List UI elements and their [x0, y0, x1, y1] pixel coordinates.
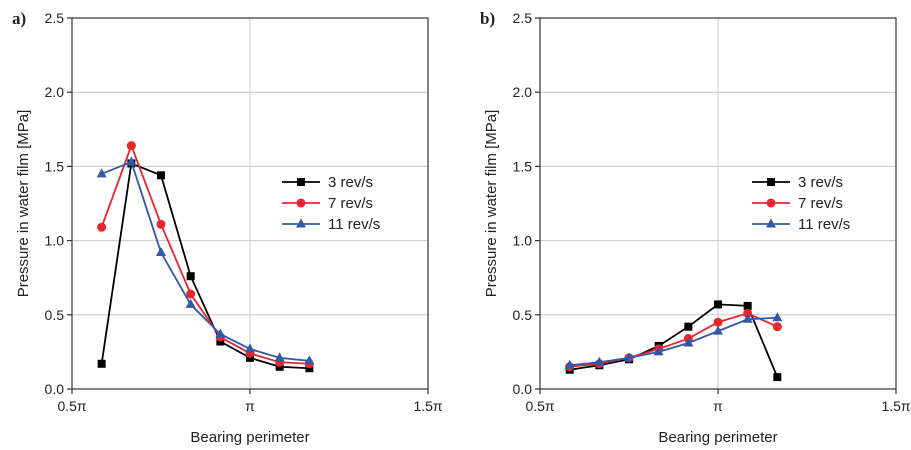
data-point: [304, 355, 315, 365]
legend-marker: [297, 178, 305, 186]
data-point: [185, 298, 196, 308]
data-point: [97, 222, 107, 232]
legend-label: 7 rev/s: [328, 195, 373, 212]
x-axis-title: Bearing perimeter: [658, 429, 777, 446]
chart-panel-b: 0.0 0.5 1.0 1.5 2.0 2.5 0.5π π 1.5π Bearing perim…: [480, 9, 911, 446]
data-point: [743, 308, 753, 318]
series-11-rev-s: [96, 156, 315, 365]
data-point: [157, 171, 165, 180]
data-point: [742, 313, 753, 323]
data-point: [684, 322, 693, 331]
y-axis-title: Pressure in water film [MPa]: [15, 110, 32, 298]
legend-marker: [296, 218, 306, 228]
legend-label: 3 rev/s: [328, 174, 373, 191]
x-tick-label: π: [245, 398, 255, 414]
x-tick-label: π: [713, 398, 723, 414]
data-point: [96, 168, 107, 178]
series-3-rev-s: [97, 159, 314, 373]
data-point: [714, 300, 722, 309]
data-point: [683, 337, 694, 347]
series-line: [101, 160, 310, 362]
y-tick-label: 1.0: [45, 233, 65, 249]
legend: 3 rev/s 7 rev/s 11 rev/s: [282, 174, 380, 233]
data-point: [245, 343, 255, 353]
legend-marker: [766, 198, 776, 208]
series-line: [100, 143, 310, 365]
data-point: [97, 359, 106, 368]
y-tick-label: 0.5: [45, 307, 65, 323]
data-point: [772, 322, 782, 332]
legend-label: 11 rev/s: [328, 216, 380, 233]
data-point: [653, 346, 664, 356]
series-line: [569, 316, 778, 367]
data-point: [713, 317, 723, 327]
x-tick-label: 1.5π: [881, 398, 910, 414]
x-axis-title: Bearing perimeter: [190, 429, 309, 446]
data-point: [713, 325, 723, 335]
y-tick-label: 1.5: [45, 158, 65, 174]
legend-marker: [766, 218, 776, 228]
data-point: [773, 373, 782, 382]
y-tick-label: 2.0: [513, 84, 533, 100]
data-point: [126, 156, 137, 166]
series-line: [100, 162, 310, 370]
data-point: [156, 246, 166, 256]
chart-panel-a: 0.0 0.5 1.0 1.5 2.0 2.5 0.5π π 1.5π Bearing perim…: [12, 9, 443, 446]
data-point: [274, 352, 285, 362]
data-point: [624, 352, 634, 362]
data-point: [186, 289, 196, 299]
data-point: [772, 312, 783, 322]
legend-marker: [296, 198, 306, 208]
y-tick-label: 0.0: [45, 381, 65, 397]
legend-label: 3 rev/s: [798, 174, 843, 191]
x-tick-label: 0.5π: [525, 398, 554, 414]
data-point: [156, 219, 166, 229]
data-point: [186, 272, 195, 281]
legend: 3 rev/s 7 rev/s 11 rev/s: [752, 174, 850, 233]
x-tick-label: 1.5π: [413, 398, 442, 414]
series-11-rev-s: [564, 312, 783, 369]
legend-label: 11 rev/s: [798, 216, 850, 233]
panel-label: b): [480, 9, 495, 28]
y-axis-title: Pressure in water film [MPa]: [483, 110, 500, 298]
y-tick-label: 2.0: [45, 84, 65, 100]
legend-marker: [767, 178, 775, 186]
y-tick-label: 2.5: [45, 10, 65, 26]
x-tick-label: 0.5π: [57, 398, 86, 414]
y-tick-label: 2.5: [513, 10, 533, 26]
data-point: [126, 141, 136, 151]
y-tick-label: 0.5: [513, 307, 533, 323]
data-point: [215, 328, 226, 338]
data-point: [743, 301, 752, 310]
data-point: [564, 359, 575, 369]
y-tick-label: 1.0: [513, 233, 533, 249]
panel-label: a): [12, 9, 26, 28]
data-point: [594, 356, 605, 366]
series-line: [569, 303, 779, 378]
y-tick-label: 0.0: [513, 381, 533, 397]
legend-label: 7 rev/s: [798, 195, 843, 212]
series-line: [569, 312, 778, 368]
y-tick-label: 1.5: [513, 158, 533, 174]
